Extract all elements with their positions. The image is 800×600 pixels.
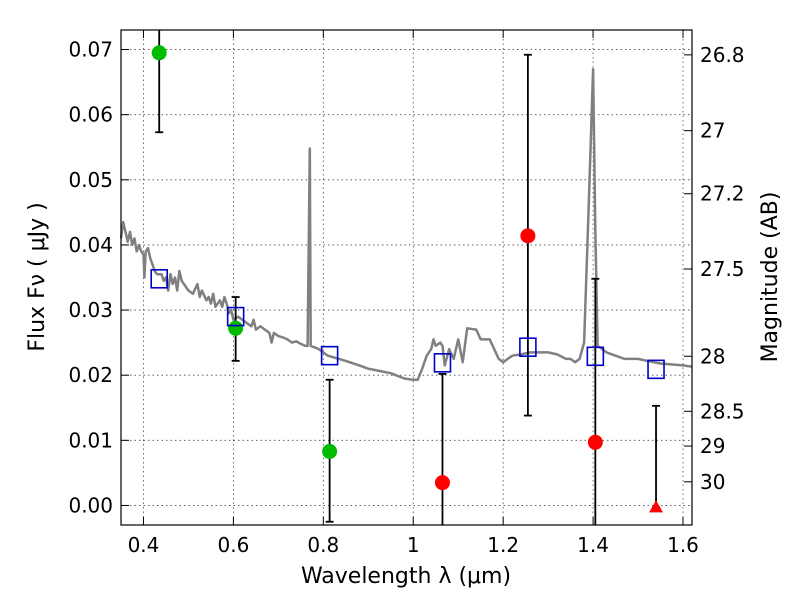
observed-point [228, 320, 244, 336]
model-spectrum [119, 67, 693, 382]
grid-lines [121, 30, 692, 525]
y-tick-label: 0.01 [68, 428, 113, 452]
y-tick-label: 0.07 [68, 38, 113, 62]
y2-tick-label: 27 [700, 119, 725, 143]
observed-point [151, 45, 167, 61]
error-bars [155, 30, 661, 525]
model-band-square [519, 337, 537, 357]
upper-limit-marker [649, 500, 664, 513]
x-tick-label: 1 [407, 533, 420, 557]
x-tick-label: 0.8 [307, 533, 339, 557]
spectrum-line [119, 67, 693, 382]
y2-tick-label: 28 [700, 344, 725, 368]
x-tick-label: 1.2 [487, 533, 519, 557]
observed-point [587, 434, 603, 450]
y-tick-label: 0.00 [68, 493, 113, 517]
model-band-points [150, 269, 665, 380]
observed-point [434, 475, 450, 491]
axis-ticks: 0.4 0.6 0.8 1 1.2 1.4 1.6 0.00 0.01 0.02 0.03 0.04 0… [68, 30, 745, 557]
x-tick-label: 0.4 [128, 533, 160, 557]
observed-points [151, 45, 664, 513]
x-axis-label: Wavelength λ (μm) [301, 564, 511, 589]
observed-point [520, 228, 536, 244]
y2-tick-label: 29 [700, 434, 725, 458]
model-band-square [433, 353, 452, 373]
y2-tick-label: 30 [700, 470, 725, 494]
y-tick-label: 0.04 [68, 233, 113, 257]
plot-frame [120, 29, 693, 526]
y2-tick-label: 26.8 [700, 43, 745, 67]
y-tick-label: 0.02 [68, 363, 113, 387]
model-band-square [647, 359, 665, 380]
model-band-square [150, 269, 169, 289]
y-axis-label: Flux Fν ( μJy ) [25, 202, 50, 351]
x-tick-label: 1.4 [577, 533, 609, 557]
y2-tick-label: 27.2 [700, 182, 745, 206]
y-tick-label: 0.06 [68, 103, 113, 127]
x-tick-label: 1.6 [667, 533, 699, 557]
y2-axis-label: Magnitude (AB) [758, 192, 783, 363]
x-tick-label: 0.6 [217, 533, 249, 557]
y-tick-label: 0.05 [68, 168, 113, 192]
model-band-square [226, 306, 245, 327]
model-band-square [586, 346, 605, 367]
model-band-square [320, 345, 339, 366]
observed-point [322, 443, 338, 459]
y-tick-label: 0.03 [68, 298, 113, 322]
y2-tick-label: 27.5 [700, 257, 745, 281]
y2-tick-label: 28.5 [700, 399, 745, 423]
